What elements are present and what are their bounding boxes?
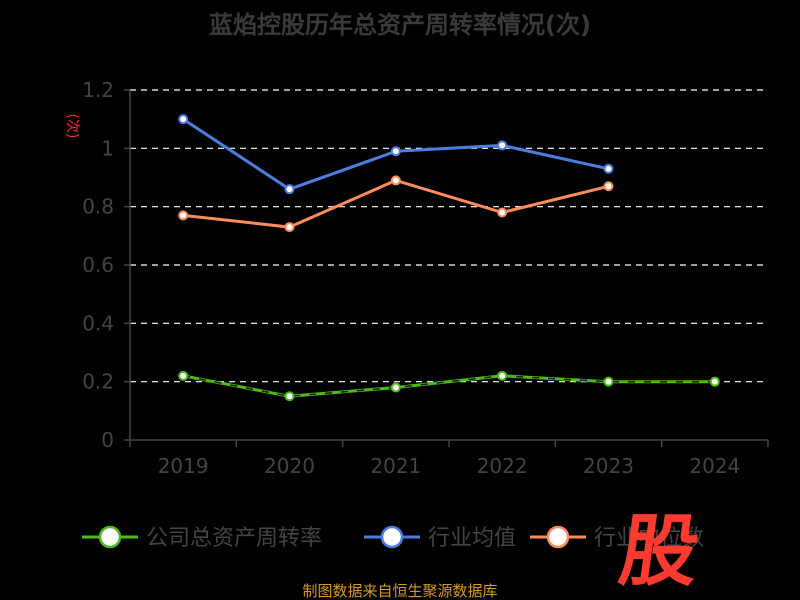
data-source-note: 制图数据来自恒生聚源数据库 xyxy=(302,582,497,600)
series-line xyxy=(182,374,715,398)
data-point[interactable] xyxy=(178,370,189,381)
data-point[interactable] xyxy=(284,184,295,195)
series-line xyxy=(183,178,609,229)
legend-marker xyxy=(98,525,122,549)
axes xyxy=(124,89,769,447)
x-tick-label: 2020 xyxy=(264,454,315,478)
y-tick-label: 0.8 xyxy=(82,195,114,219)
chart-title: 蓝焰控股历年总资产周转率情况(次) xyxy=(209,11,591,39)
series-lines xyxy=(178,114,720,402)
legend-label: 行业中位数 xyxy=(594,526,704,551)
y-tick-label: 0.6 xyxy=(82,253,114,277)
y-tick-label: 0.2 xyxy=(82,370,114,394)
x-tick-label: 2022 xyxy=(477,454,528,478)
x-tick-label: 2019 xyxy=(158,454,209,478)
legend-marker xyxy=(380,525,404,549)
series-0 xyxy=(178,370,720,402)
y-tick-label: 1 xyxy=(101,136,114,160)
x-tick-label: 2024 xyxy=(689,454,740,478)
data-point[interactable] xyxy=(497,140,508,151)
legend-label: 公司总资产周转率 xyxy=(146,526,322,551)
data-point[interactable] xyxy=(497,370,508,381)
data-point[interactable] xyxy=(497,207,508,218)
series-2 xyxy=(178,175,614,233)
legend-label: 行业均值 xyxy=(428,526,516,551)
data-point[interactable] xyxy=(603,181,614,192)
grid-lines xyxy=(130,89,768,383)
legend: 公司总资产周转率 行业均值 行业中位数 xyxy=(82,525,704,551)
x-tick-label: 2023 xyxy=(583,454,634,478)
data-point[interactable] xyxy=(390,175,401,186)
legend-item[interactable]: 公司总资产周转率 xyxy=(82,525,322,551)
x-tick-label: 2021 xyxy=(370,454,421,478)
y-unit-label: (次) xyxy=(64,114,80,139)
data-point[interactable] xyxy=(284,391,295,402)
data-point[interactable] xyxy=(603,163,614,174)
data-point[interactable] xyxy=(178,114,189,125)
data-point[interactable] xyxy=(390,146,401,157)
series-line-dash xyxy=(183,375,715,398)
data-point[interactable] xyxy=(284,222,295,233)
data-point[interactable] xyxy=(603,376,614,387)
data-point[interactable] xyxy=(709,376,720,387)
watermark-logo: 股 xyxy=(614,506,705,597)
data-point[interactable] xyxy=(390,382,401,393)
y-tick-label: 0.4 xyxy=(82,311,114,335)
y-tick-label: 1.2 xyxy=(82,78,114,102)
y-tick-labels: 0 0.2 0.4 0.6 0.8 1 1.2 xyxy=(82,78,114,452)
x-tick-labels: 2019 2020 2021 2022 2023 2024 xyxy=(158,454,741,478)
legend-item[interactable]: 行业均值 xyxy=(364,525,516,551)
legend-item[interactable]: 行业中位数 xyxy=(530,525,704,551)
legend-marker xyxy=(546,525,570,549)
data-point[interactable] xyxy=(178,210,189,221)
series-1 xyxy=(178,114,614,195)
y-tick-label: 0 xyxy=(101,428,114,452)
